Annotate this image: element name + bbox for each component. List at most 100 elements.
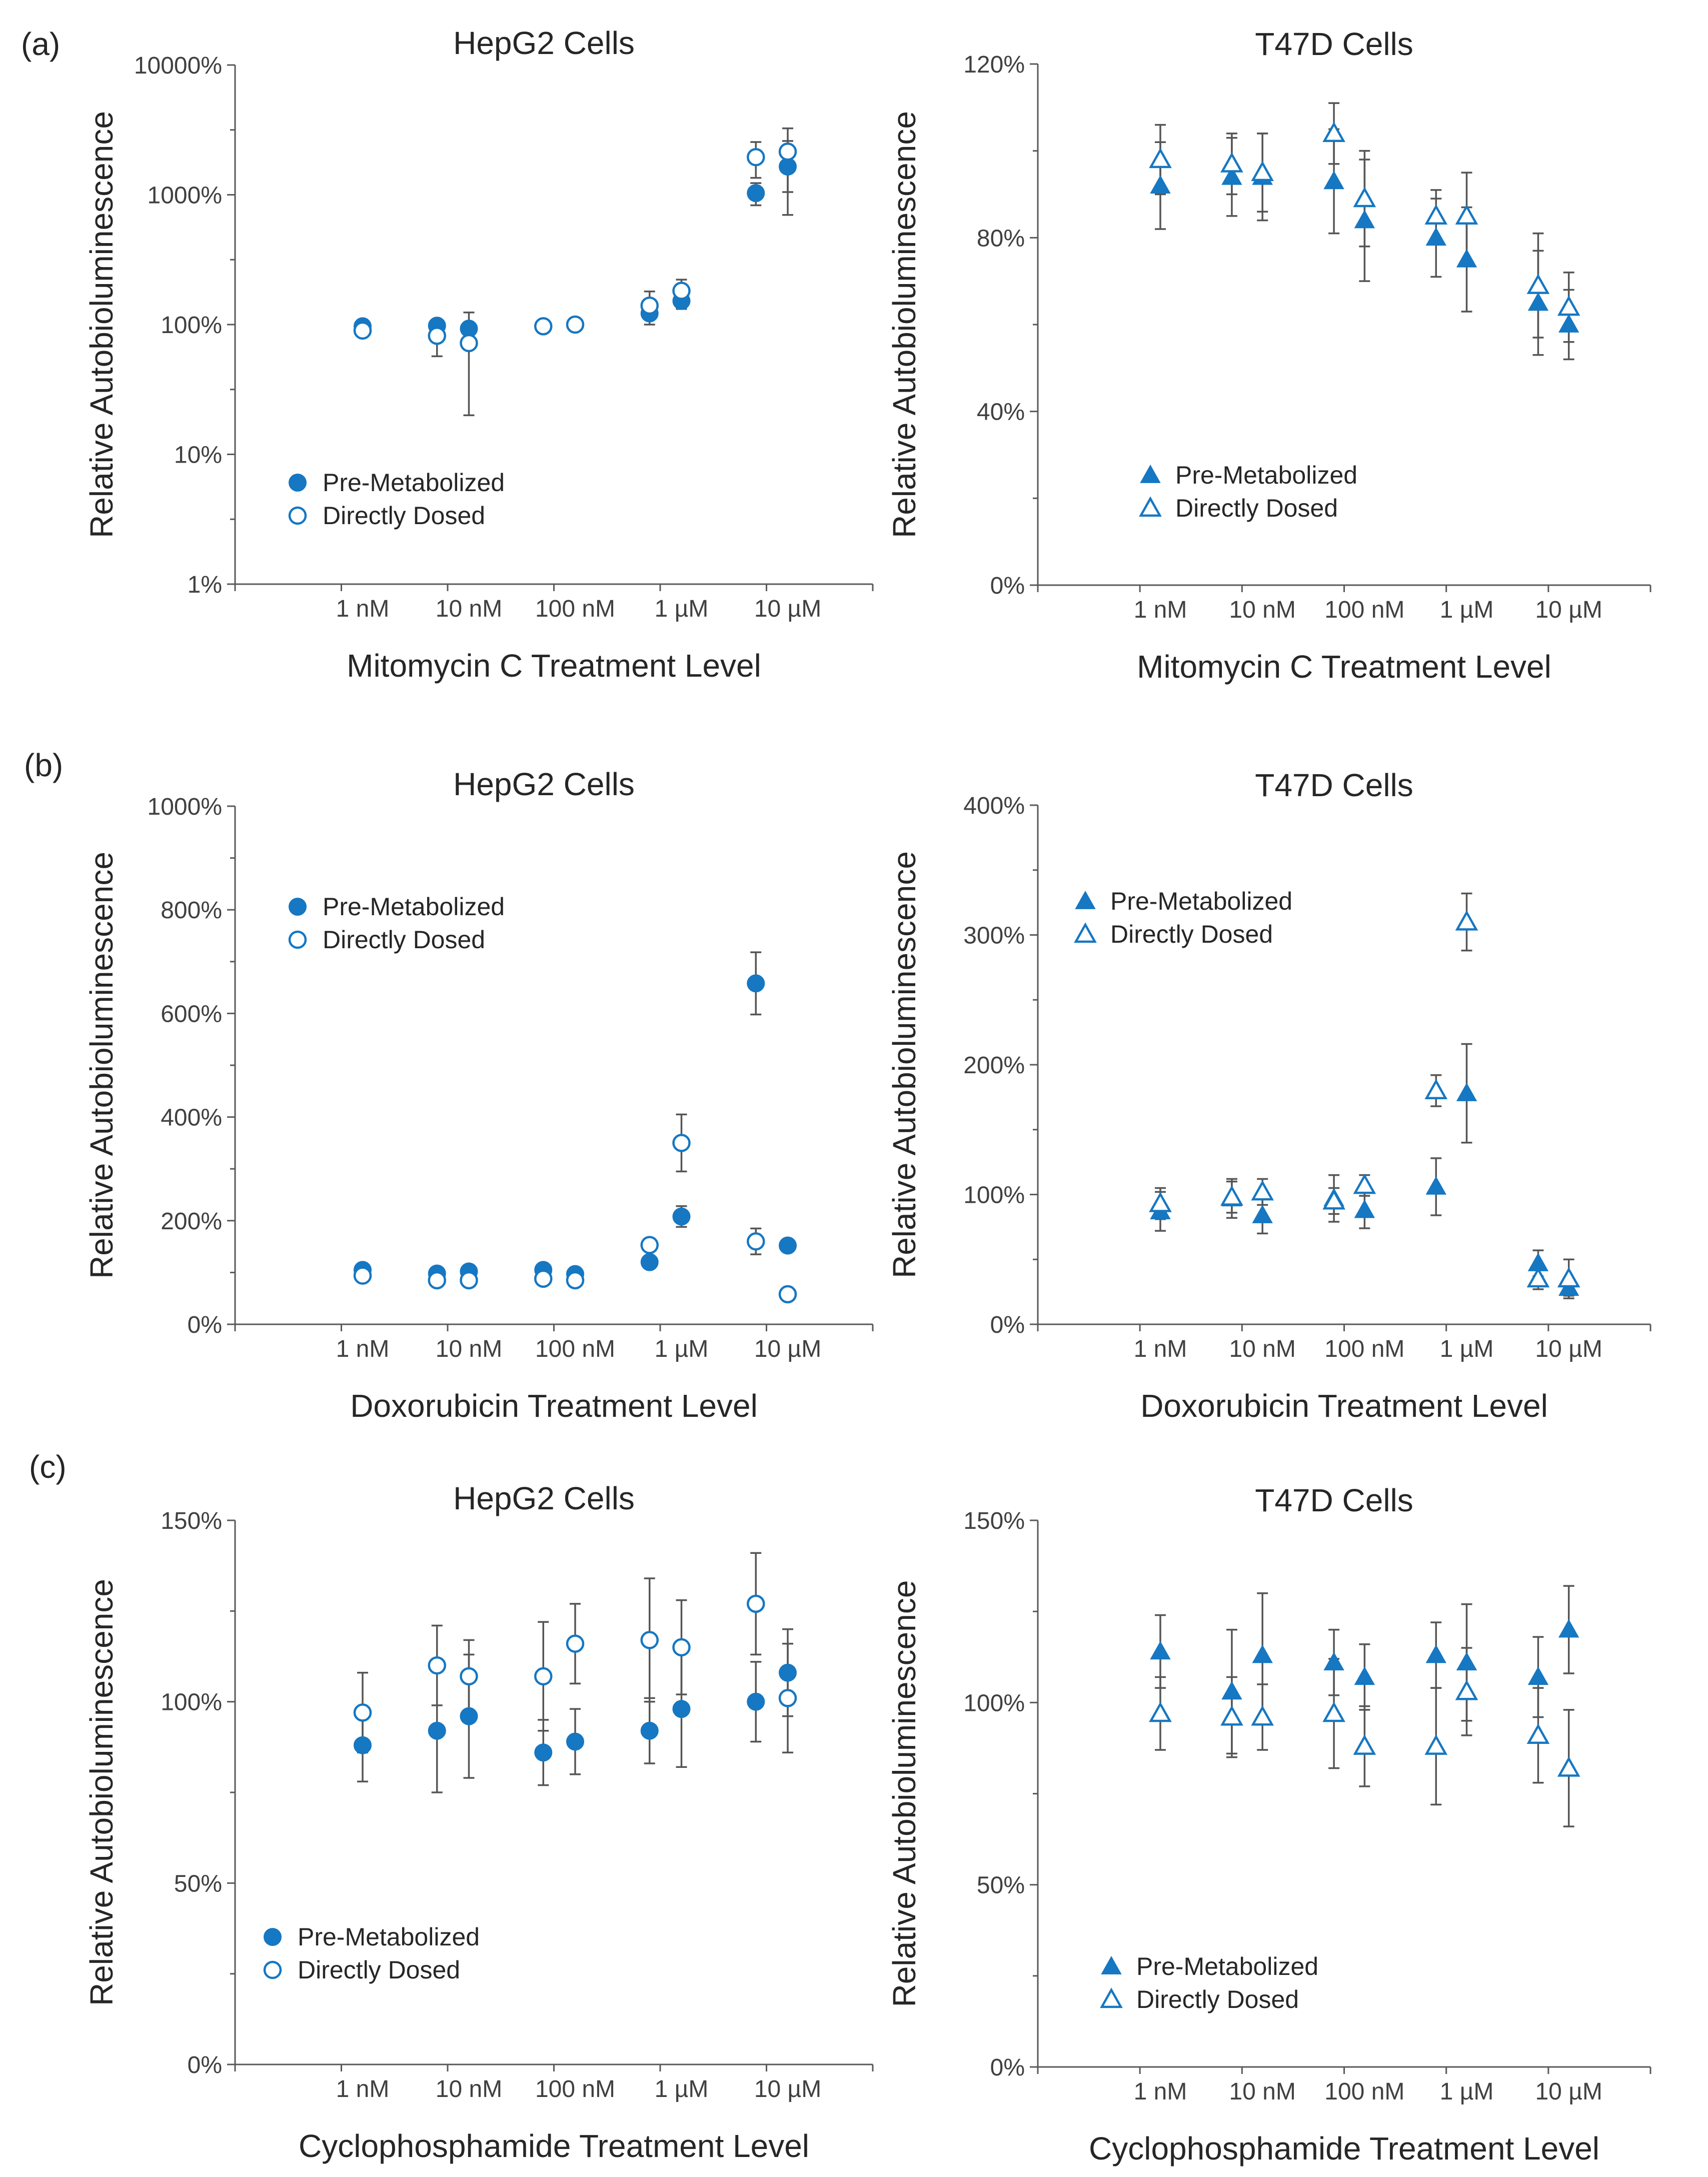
x-tick-label: 1 nM <box>336 2076 390 2102</box>
data-point <box>353 1703 372 1722</box>
chart-title: T47D Cells <box>1255 26 1413 62</box>
data-point <box>1220 1185 1243 1206</box>
data-point <box>1252 1644 1273 1663</box>
x-tick-label: 100 nM <box>535 596 615 622</box>
data-point <box>747 974 765 993</box>
x-tick-label: 10 nM <box>1229 2078 1295 2105</box>
y-tick-label: 40% <box>977 399 1025 426</box>
markers-directly-dosed <box>353 142 797 353</box>
markers-directly-dosed <box>1149 1679 1580 1777</box>
x-tick-label: 10 nM <box>436 596 502 622</box>
data-point <box>672 1134 691 1152</box>
markers-pre-metabolized <box>354 974 797 1283</box>
data-point <box>640 1721 659 1740</box>
data-point <box>1456 249 1477 268</box>
x-tick-label: 1 nM <box>1134 597 1187 623</box>
chart-title: T47D Cells <box>1255 1482 1413 1518</box>
y-tick-label: 200% <box>161 1208 222 1235</box>
y-axis-label: Relative Autobioluminescence <box>84 1579 120 2006</box>
panel-label-c: (c) <box>29 1449 67 1485</box>
data-point <box>566 1271 585 1290</box>
data-point <box>1456 1652 1477 1670</box>
legend-marker <box>288 506 307 525</box>
y-axis-label: Relative Autobioluminescence <box>84 111 120 538</box>
legend-label: Pre-Metabolized <box>1110 887 1292 915</box>
x-tick-label: 100 nM <box>1324 597 1404 623</box>
data-point <box>1424 204 1448 225</box>
legend-marker <box>1075 890 1096 909</box>
legend-marker <box>1101 1955 1122 1974</box>
data-point <box>428 1721 446 1740</box>
data-point <box>1323 171 1344 190</box>
data-point <box>1557 295 1580 316</box>
legend: Pre-Metabolized Directly Dosed <box>263 1923 480 1984</box>
chart-mitomycin-t47d: 0% 40% 80% 120% 1 nM 10 nM 100 nM 1 µM 10 µM T47D… <box>886 26 1651 685</box>
data-point <box>747 1692 765 1711</box>
legend: Pre-Metabolized Directly Dosed <box>1074 887 1292 948</box>
y-tick-label: 10% <box>174 442 222 469</box>
x-tick-label: 100 nM <box>535 2076 615 2102</box>
data-point <box>1354 1199 1375 1218</box>
y-axis-label: Relative Autobioluminescence <box>886 851 922 1278</box>
data-point <box>1526 1267 1550 1288</box>
data-point <box>1455 204 1478 225</box>
data-point <box>747 1594 765 1613</box>
y-tick-label: 0% <box>990 2054 1025 2081</box>
y-tick-label: 1000% <box>148 183 222 209</box>
data-point <box>1354 1666 1375 1685</box>
chart-title: HepG2 Cells <box>453 766 635 802</box>
data-point <box>1322 122 1345 143</box>
x-tick-label: 1 µM <box>655 2076 709 2102</box>
y-tick-label: 200% <box>963 1052 1025 1079</box>
data-point <box>1527 292 1549 311</box>
data-point <box>1322 1701 1345 1722</box>
legend-label: Pre-Metabolized <box>323 893 505 921</box>
data-point <box>1251 1705 1274 1726</box>
data-point <box>353 321 372 340</box>
y-axis-label: Relative Autobioluminescence <box>84 852 120 1279</box>
chart-title: HepG2 Cells <box>453 25 635 61</box>
data-point <box>1557 1267 1580 1288</box>
markers-directly-dosed <box>353 1594 797 1722</box>
legend-label: Pre-Metabolized <box>323 469 505 497</box>
data-point <box>1526 274 1550 294</box>
data-point <box>1221 166 1242 185</box>
legend: Pre-Metabolized Directly Dosed <box>1100 1952 1318 2013</box>
y-tick-label: 120% <box>963 52 1025 78</box>
y-tick-label: 80% <box>977 225 1025 252</box>
chart-title: T47D Cells <box>1255 767 1413 803</box>
data-point <box>640 1253 659 1271</box>
data-point <box>1455 1679 1478 1700</box>
chart-title: HepG2 Cells <box>453 1480 635 1516</box>
data-point <box>1323 1652 1344 1670</box>
legend-label: Directly Dosed <box>1175 494 1338 522</box>
y-tick-label: 1% <box>188 572 222 598</box>
data-point <box>566 1732 584 1751</box>
data-point <box>460 1667 478 1686</box>
y-tick-label: 100% <box>963 1690 1025 1716</box>
y-tick-label: 0% <box>188 2052 222 2078</box>
legend-label: Directly Dosed <box>323 926 485 954</box>
legend-marker <box>289 474 307 492</box>
data-point <box>1149 1192 1172 1212</box>
y-tick-label: 0% <box>990 573 1025 599</box>
y-axis-label: Relative Autobioluminescence <box>886 1580 922 2007</box>
data-point <box>672 1700 691 1718</box>
data-point <box>640 1631 659 1649</box>
y-tick-label: 50% <box>977 1872 1025 1899</box>
data-point <box>672 1638 691 1657</box>
data-point <box>534 1743 553 1762</box>
series-pre-metabolized <box>357 140 793 334</box>
data-point <box>428 1656 446 1675</box>
data-point <box>566 1634 585 1653</box>
data-point <box>747 184 765 203</box>
legend-label: Pre-Metabolized <box>1136 1952 1318 1980</box>
y-tick-label: 50% <box>174 1870 222 1897</box>
legend-marker <box>289 898 307 916</box>
data-point <box>672 1207 691 1226</box>
data-point <box>1455 910 1478 931</box>
x-tick-label: 1 µM <box>655 1336 709 1362</box>
data-point <box>778 1285 797 1304</box>
legend-marker <box>1100 1987 1123 2008</box>
